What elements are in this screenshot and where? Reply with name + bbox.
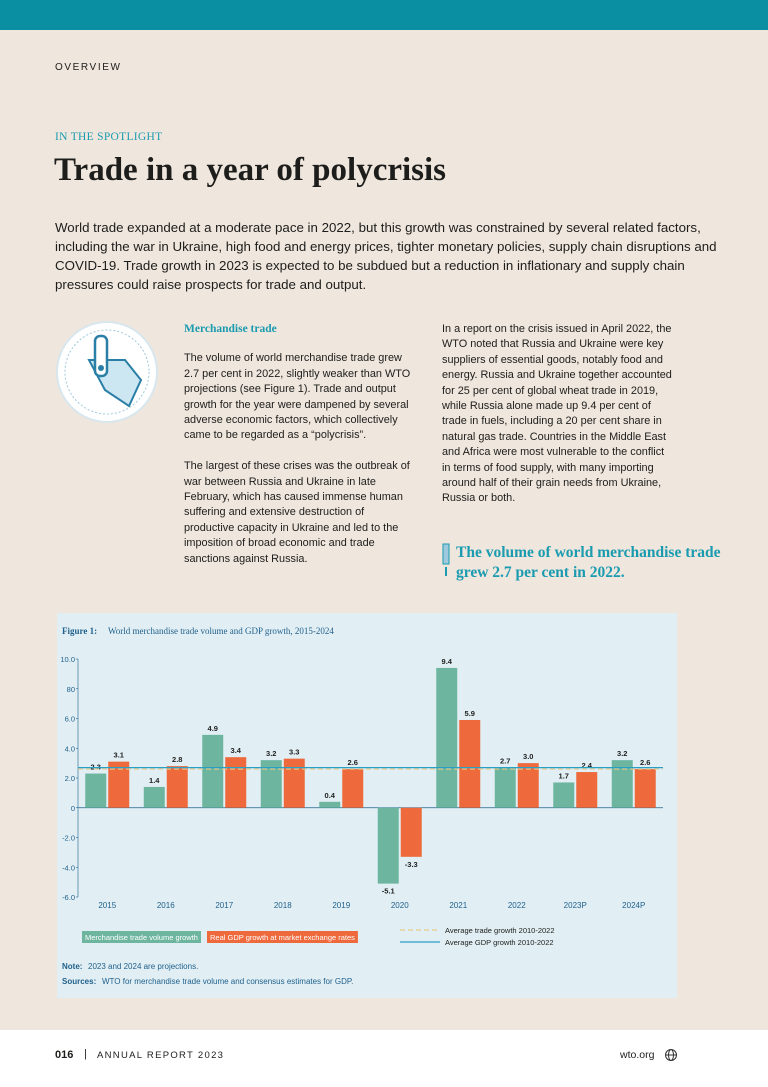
legend-label: Merchandise trade volume growth — [85, 933, 198, 942]
section-label: OVERVIEW — [55, 62, 122, 73]
value-label: 2.4 — [582, 761, 593, 770]
footer — [0, 1030, 768, 1087]
bar — [611, 760, 633, 808]
note: 2023 and 2024 are projections. — [88, 962, 198, 971]
bar — [108, 761, 130, 808]
bar — [576, 772, 598, 808]
bar — [166, 766, 188, 808]
sources-label: Sources: — [62, 977, 96, 986]
column: Merchandise trade The volume of world me… — [184, 322, 412, 582]
y-tick-label: -6.0 — [62, 893, 75, 902]
value-label: 1.4 — [149, 776, 160, 785]
value-label: -5.1 — [382, 887, 395, 896]
value-label: 3.3 — [289, 748, 299, 757]
value-label: 0.4 — [325, 791, 336, 800]
bar — [459, 719, 481, 808]
x-tick-label: 2015 — [98, 901, 116, 910]
intro: World trade expanded at a moderate pace … — [55, 220, 717, 292]
paragraph: The volume of world merchandise trade gr… — [184, 352, 411, 442]
bar — [143, 786, 165, 808]
value-label: 1.7 — [559, 771, 569, 780]
bar — [494, 767, 516, 808]
bar — [283, 758, 305, 808]
globe-icon — [665, 1049, 677, 1061]
y-tick-label: 0 — [71, 804, 75, 813]
value-label: 3.4 — [231, 746, 242, 755]
value-label: -3.3 — [405, 860, 418, 869]
figure-label: Figure 1: — [62, 626, 97, 636]
value-label: 2.6 — [640, 758, 650, 767]
bar — [202, 734, 224, 808]
value-label: 3.2 — [617, 749, 627, 758]
y-tick-label: 10.0 — [60, 655, 75, 664]
title: Trade in a year of polycrisis — [54, 152, 447, 188]
value-label: 9.4 — [442, 657, 453, 666]
x-tick-label: 2022 — [508, 901, 526, 910]
legend-swatch — [206, 931, 358, 943]
note-label: Note: — [62, 962, 82, 971]
bar — [436, 667, 458, 808]
report-name: ANNUAL REPORT 2023 — [97, 1050, 225, 1061]
bar — [319, 801, 341, 808]
x-tick-label: 2021 — [449, 901, 467, 910]
y-tick-label: 80 — [67, 685, 75, 694]
bar — [225, 757, 247, 808]
top-bar — [0, 0, 768, 30]
heading: Merchandise trade — [184, 323, 277, 335]
value-label: 3.2 — [266, 749, 276, 758]
chart: Figure 1: World merchandise trade volume… — [60, 626, 663, 986]
bar — [634, 769, 656, 808]
value-label: 4.9 — [208, 724, 218, 733]
value-label: 2.6 — [348, 758, 358, 767]
bar — [85, 773, 107, 808]
value-label: 2.7 — [500, 757, 510, 766]
y-tick-label: -4.0 — [62, 863, 75, 872]
value-label: 5.9 — [465, 709, 475, 718]
legend-label: Real GDP growth at market exchange rates — [210, 933, 355, 942]
bar — [517, 763, 539, 808]
kicker: IN THE SPOTLIGHT — [55, 131, 163, 143]
x-tick-label: 2019 — [332, 901, 350, 910]
value-label: 3.0 — [523, 752, 533, 761]
y-tick-label: 6.0 — [65, 715, 75, 724]
x-tick-label: 2016 — [157, 901, 175, 910]
paragraph: In a report on the crisis issued in Apri… — [442, 323, 672, 505]
pull-quote: The volume of world merchandise trade gr… — [456, 544, 721, 581]
site: wto.org — [620, 1049, 655, 1061]
bar — [342, 769, 364, 808]
bar — [377, 807, 399, 884]
sources: WTO for merchandise trade volume and con… — [102, 977, 353, 986]
bar — [400, 807, 422, 857]
legend-label: Average trade growth 2010-2022 — [445, 926, 555, 935]
icon — [56, 321, 158, 423]
legend-label: Average GDP growth 2010-2022 — [445, 938, 554, 947]
x-tick-label: 2024P — [622, 901, 645, 910]
x-tick-label: 2020 — [391, 901, 409, 910]
column: In a report on the crisis issued in Apri… — [442, 322, 674, 522]
x-tick-label: 2018 — [274, 901, 292, 910]
paragraph: The largest of these crises was the outb… — [184, 460, 410, 565]
chart-panel: Figure 1: World merchandise trade volume… — [57, 613, 677, 998]
chart-title: World merchandise trade volume and GDP g… — [108, 626, 334, 636]
x-tick-label: 2017 — [215, 901, 233, 910]
value-label: 2.8 — [172, 755, 182, 764]
value-label: 3.1 — [114, 751, 124, 760]
y-tick-label: 4.0 — [65, 744, 75, 753]
y-tick-label: -2.0 — [62, 834, 75, 843]
pencil-icon — [442, 543, 450, 576]
separator: | — [84, 1048, 87, 1060]
page-number: 016 — [55, 1049, 74, 1061]
y-tick-label: 2.0 — [65, 774, 75, 783]
bar — [260, 760, 282, 808]
bar — [553, 782, 575, 808]
x-tick-label: 2023P — [564, 901, 587, 910]
legend-swatch — [82, 931, 201, 943]
